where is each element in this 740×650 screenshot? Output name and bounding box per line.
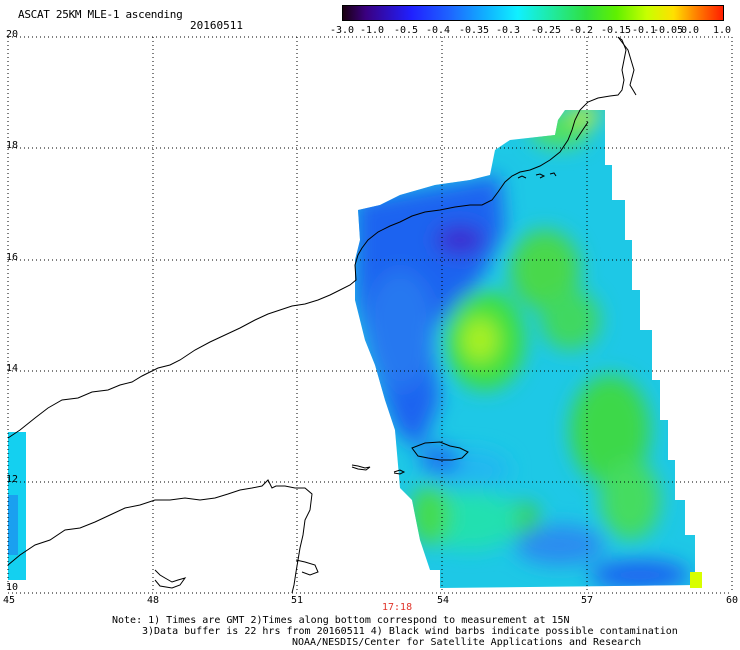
colorbar-label: -0.15: [600, 25, 632, 36]
colorbar-label: -0.05: [652, 25, 684, 36]
colorbar-labels: -3.0 -1.0 -0.5 -0.4 -0.35 -0.3 -0.25 -0.…: [329, 25, 732, 39]
colorbar-label: -0.3: [495, 25, 521, 36]
swath-data: [690, 572, 702, 588]
lat-label-14: 14: [6, 363, 19, 374]
time-label: 17:18: [382, 602, 413, 613]
notes: Note: 1) Times are GMT 2)Times along bot…: [112, 615, 678, 648]
lat-label-16: 16: [6, 252, 19, 263]
chart-date: 20160511: [190, 19, 243, 32]
lat-label-10: 10: [6, 582, 19, 593]
lon-label-54: 54: [437, 595, 450, 606]
colorbar-label: -0.25: [530, 25, 562, 36]
note-line-3: NOAA/NESDIS/Center for Satellite Applica…: [292, 637, 642, 648]
colorbar-label: -0.35: [458, 25, 490, 36]
lon-label-60: 60: [726, 595, 739, 606]
colorbar-label: -0.4: [425, 25, 451, 36]
colorbar-label: -3.0: [329, 25, 355, 36]
lat-label-20: 20: [6, 29, 19, 40]
lon-label-51: 51: [291, 595, 304, 606]
colorbar-label: -0.5: [393, 25, 419, 36]
left-swath-data: [8, 432, 26, 580]
lat-label-12: 12: [6, 474, 19, 485]
swath-data: [355, 110, 695, 588]
lat-label-18: 18: [6, 140, 19, 151]
colorbar-label: -0.2: [568, 25, 594, 36]
note-line-1: Note: 1) Times are GMT 2)Times along bot…: [112, 615, 570, 626]
colorbar-label: -0.1: [631, 25, 657, 36]
graticule: [7, 36, 733, 594]
colorbar-label: -1.0: [359, 25, 385, 36]
lon-label-48: 48: [147, 595, 160, 606]
note-line-2: 3)Data buffer is 22 hrs from 20160511 4)…: [142, 626, 678, 637]
lon-label-45: 45: [3, 595, 16, 606]
colorbar-label: 0.0: [680, 25, 700, 36]
lon-label-57: 57: [581, 595, 594, 606]
colorbar: [342, 5, 724, 21]
coastline: [7, 36, 637, 594]
colorbar-label: 1.0: [712, 25, 732, 36]
chart-title: ASCAT 25KM MLE-1 ascending: [18, 8, 183, 21]
